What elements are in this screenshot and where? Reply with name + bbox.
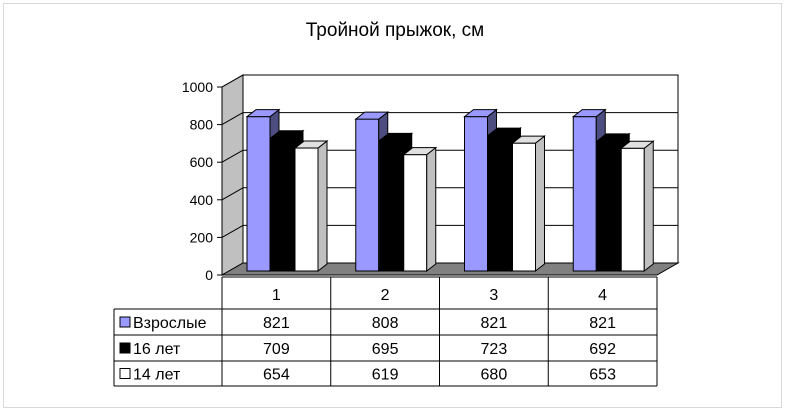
data-label: 680 bbox=[481, 367, 508, 384]
bar-3-1 bbox=[293, 140, 329, 273]
bar-side bbox=[535, 135, 545, 273]
legend-key bbox=[119, 368, 131, 379]
data-label: 808 bbox=[372, 315, 399, 332]
data-label: 695 bbox=[372, 341, 399, 358]
data-label: 821 bbox=[481, 315, 508, 332]
bar-front bbox=[596, 140, 621, 272]
y-tick-label: 200 bbox=[190, 229, 214, 245]
bar-front bbox=[572, 116, 597, 272]
y-tick-label: 800 bbox=[190, 117, 214, 133]
bar-top bbox=[511, 135, 546, 144]
bar-top bbox=[269, 130, 305, 139]
bar-3-4 bbox=[619, 140, 655, 273]
floor bbox=[220, 262, 680, 276]
gridline-side bbox=[221, 187, 244, 201]
category-label: 1 bbox=[272, 287, 281, 304]
bars bbox=[245, 108, 655, 273]
y-axis-ticks: 0 200 400 600 800 1000 bbox=[182, 79, 223, 283]
bar-top bbox=[378, 132, 414, 141]
bar-front bbox=[464, 116, 488, 272]
bar-top bbox=[293, 140, 329, 149]
gridline-side bbox=[221, 149, 244, 163]
y-tick-label: 400 bbox=[190, 192, 214, 208]
bar-front bbox=[512, 142, 536, 272]
legend-key bbox=[119, 316, 131, 328]
data-label: 619 bbox=[372, 367, 399, 384]
plot-walls bbox=[220, 74, 680, 276]
data-label: 821 bbox=[589, 315, 616, 332]
bar-front bbox=[246, 116, 271, 272]
bar-top bbox=[571, 109, 607, 118]
bar-side bbox=[426, 146, 437, 273]
gridline-side bbox=[221, 224, 244, 238]
bar-front bbox=[355, 118, 380, 272]
legend-label: 16 лет bbox=[133, 341, 181, 358]
bar-3-2 bbox=[402, 146, 438, 273]
category-label: 4 bbox=[598, 287, 607, 304]
data-table: 1 2 3 4 Взрослые 821 808 821 821 16 лет 709 695 723 6… bbox=[113, 276, 658, 387]
gridline-side bbox=[221, 112, 244, 126]
side-wall bbox=[221, 74, 244, 276]
y-tick-label: 0 bbox=[205, 267, 213, 283]
bar-3-3 bbox=[511, 135, 546, 273]
category-label: 2 bbox=[381, 287, 390, 304]
bar-front bbox=[620, 147, 645, 272]
bar-top bbox=[402, 147, 438, 156]
bar-front bbox=[270, 137, 295, 272]
bar-top bbox=[595, 133, 631, 142]
bar-front bbox=[403, 154, 428, 272]
data-label: 821 bbox=[263, 315, 290, 332]
data-label: 653 bbox=[589, 367, 616, 384]
y-tick-label: 600 bbox=[190, 154, 214, 170]
bar-top bbox=[619, 140, 655, 149]
data-label: 654 bbox=[263, 367, 290, 384]
data-label: 709 bbox=[263, 341, 290, 358]
bar-side bbox=[643, 140, 654, 273]
legend-label: 14 лет bbox=[133, 367, 181, 384]
data-label: 692 bbox=[589, 341, 616, 358]
bar-top bbox=[487, 127, 522, 136]
bar-top bbox=[354, 111, 390, 120]
bar-front bbox=[294, 147, 319, 272]
y-tick-label: 1000 bbox=[182, 79, 213, 95]
data-label: 723 bbox=[481, 341, 508, 358]
legend-label: Взрослые bbox=[133, 315, 207, 332]
bar-top bbox=[463, 109, 498, 118]
category-label: 3 bbox=[489, 287, 498, 304]
gridline-side bbox=[221, 74, 244, 88]
bar-front bbox=[488, 134, 512, 272]
bar-side bbox=[317, 140, 328, 273]
bar-front bbox=[379, 139, 404, 272]
legend-key bbox=[119, 342, 131, 354]
bar-top bbox=[245, 109, 281, 118]
chart-title: Тройной прыжок, см bbox=[306, 20, 484, 41]
